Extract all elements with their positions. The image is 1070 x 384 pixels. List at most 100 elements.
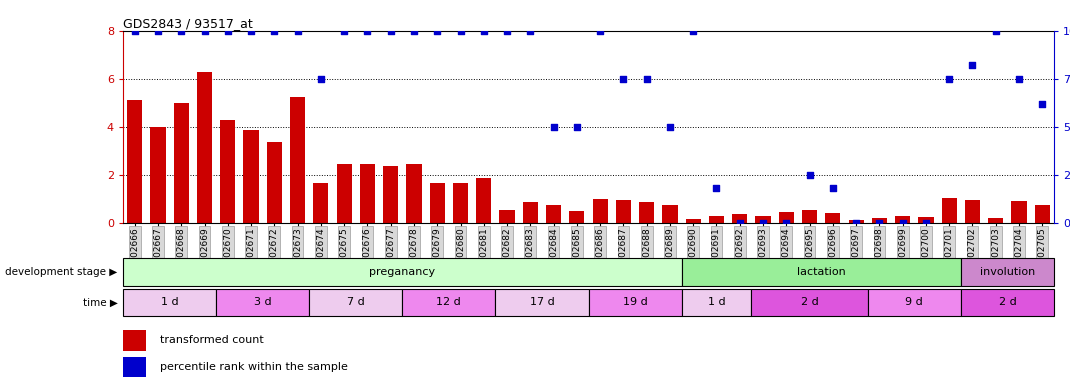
Point — [475, 28, 492, 34]
Bar — [244, 130, 259, 223]
Bar — [123, 258, 682, 286]
Point — [754, 220, 771, 226]
Bar — [639, 202, 654, 223]
Bar — [173, 103, 188, 223]
Point — [243, 28, 260, 34]
Bar — [593, 199, 608, 223]
Bar — [402, 289, 495, 316]
Text: preganancy: preganancy — [369, 266, 435, 277]
Point — [289, 28, 306, 34]
Point — [358, 28, 376, 34]
Bar — [961, 258, 1054, 286]
Text: GDS2843 / 93517_at: GDS2843 / 93517_at — [123, 17, 253, 30]
Text: lactation: lactation — [797, 266, 845, 277]
Bar — [123, 330, 147, 351]
Bar — [337, 164, 352, 223]
Point — [196, 28, 213, 34]
Point — [661, 124, 678, 130]
Bar — [123, 289, 216, 316]
Bar — [500, 210, 515, 223]
Point — [824, 185, 841, 191]
Text: 1 d: 1 d — [160, 297, 179, 308]
Bar — [682, 289, 751, 316]
Text: 19 d: 19 d — [623, 297, 647, 308]
Bar — [896, 215, 911, 223]
Bar — [309, 289, 402, 316]
Bar — [918, 217, 933, 223]
Bar — [802, 210, 817, 223]
Bar — [290, 97, 305, 223]
Point — [126, 28, 143, 34]
Bar — [616, 200, 631, 223]
Point — [615, 76, 632, 82]
Bar — [709, 215, 724, 223]
Point — [499, 28, 516, 34]
Bar — [868, 289, 961, 316]
Point — [382, 28, 399, 34]
Text: percentile rank within the sample: percentile rank within the sample — [160, 362, 348, 372]
Point — [1010, 76, 1027, 82]
Text: 2 d: 2 d — [800, 297, 819, 308]
Bar — [961, 289, 1054, 316]
Point — [685, 28, 702, 34]
Point — [801, 172, 819, 178]
Bar — [216, 289, 309, 316]
Bar — [682, 258, 961, 286]
Bar — [872, 218, 887, 223]
Text: 1 d: 1 d — [707, 297, 725, 308]
Point — [917, 220, 934, 226]
Bar — [453, 183, 468, 223]
Point — [219, 28, 236, 34]
Bar — [546, 205, 561, 223]
Point — [988, 28, 1005, 34]
Bar — [1035, 205, 1050, 223]
Point — [847, 220, 865, 226]
Bar — [662, 205, 677, 223]
Text: transformed count: transformed count — [160, 335, 264, 345]
Point — [429, 28, 446, 34]
Bar — [360, 164, 374, 223]
Point — [731, 220, 748, 226]
Bar — [588, 289, 682, 316]
Text: time ▶: time ▶ — [82, 297, 118, 308]
Bar — [989, 218, 1004, 223]
Bar — [1011, 201, 1026, 223]
Bar — [686, 219, 701, 223]
Text: 9 d: 9 d — [905, 297, 923, 308]
Text: 3 d: 3 d — [254, 297, 272, 308]
Bar — [495, 289, 588, 316]
Point — [265, 28, 282, 34]
Text: involution: involution — [980, 266, 1035, 277]
Bar — [476, 178, 491, 223]
Text: 2 d: 2 d — [998, 297, 1016, 308]
Bar — [751, 289, 868, 316]
Bar — [523, 202, 538, 223]
Bar — [197, 71, 212, 223]
Bar — [755, 215, 770, 223]
Point — [964, 62, 981, 68]
Text: development stage ▶: development stage ▶ — [5, 266, 118, 277]
Bar — [127, 100, 142, 223]
Point — [522, 28, 539, 34]
Point — [452, 28, 469, 34]
Bar — [849, 220, 863, 223]
Bar — [123, 357, 147, 377]
Point — [895, 220, 912, 226]
Bar — [151, 127, 166, 223]
Bar — [314, 183, 328, 223]
Bar — [407, 164, 422, 223]
Bar — [732, 214, 747, 223]
Point — [150, 28, 167, 34]
Point — [545, 124, 562, 130]
Point — [638, 76, 655, 82]
Bar — [430, 183, 445, 223]
Bar — [965, 200, 980, 223]
Point — [406, 28, 423, 34]
Point — [336, 28, 353, 34]
Bar — [383, 166, 398, 223]
Point — [312, 76, 330, 82]
Point — [568, 124, 585, 130]
Point — [592, 28, 609, 34]
Point — [871, 220, 888, 226]
Text: 17 d: 17 d — [530, 297, 554, 308]
